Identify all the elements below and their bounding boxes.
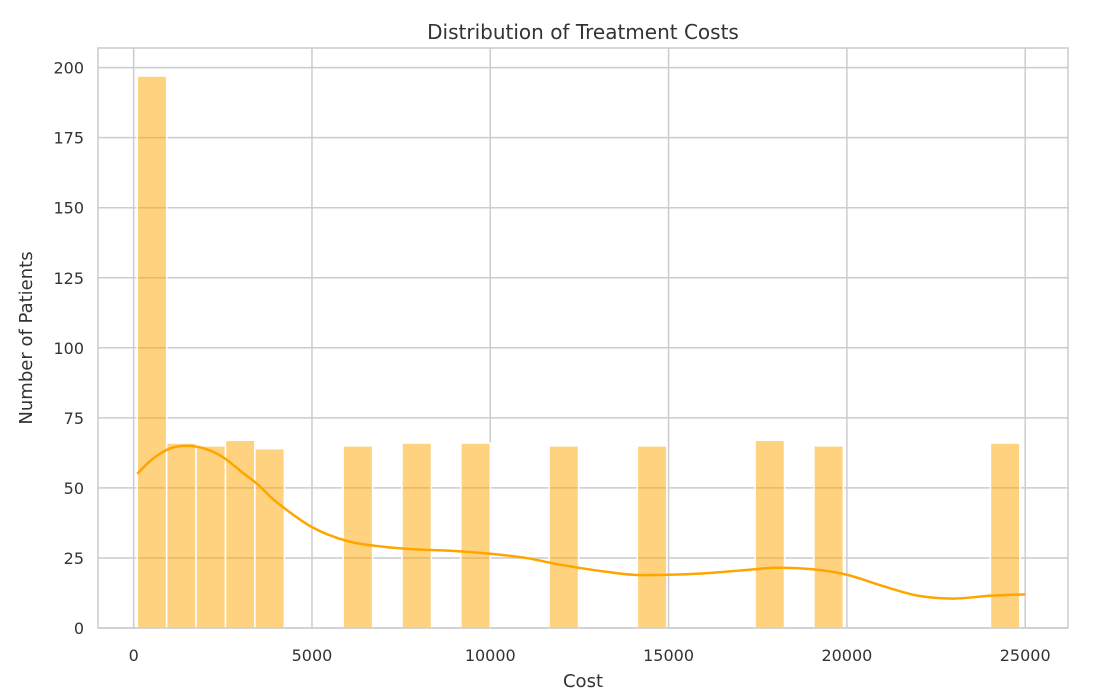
y-axis-label: Number of Patients (16, 251, 37, 424)
y-tick-label: 0 (74, 619, 84, 638)
y-tick-label: 75 (64, 409, 84, 428)
histogram-bar (989, 442, 1021, 629)
x-tick-label: 20000 (821, 646, 872, 665)
histogram-bar (636, 445, 668, 629)
y-tick-label: 175 (53, 129, 84, 148)
grid-layer (98, 48, 1068, 629)
x-tick-label: 25000 (1000, 646, 1051, 665)
histogram-bar (460, 442, 492, 629)
histogram-bar (548, 445, 580, 629)
histogram-bar (224, 439, 256, 629)
x-tick-label: 15000 (643, 646, 694, 665)
y-tick-label: 25 (64, 549, 84, 568)
kde-curve (136, 444, 1026, 600)
y-tick-labels: 0 25 50 75 100 125 150 175 200 (53, 59, 84, 638)
x-tick-label: 0 (129, 646, 139, 665)
histogram-bar (754, 439, 786, 629)
kde-layer (136, 444, 1026, 600)
histogram-bar (401, 442, 433, 629)
x-axis-label: Cost (563, 671, 603, 692)
x-tick-label: 10000 (465, 646, 516, 665)
y-tick-label: 125 (53, 269, 84, 288)
bars-layer (136, 75, 1021, 629)
histogram-bar (813, 445, 845, 629)
plot-frame (97, 47, 1069, 629)
histogram-bar (165, 442, 197, 629)
y-tick-label: 150 (53, 199, 84, 218)
x-tick-labels: 0 5000 10000 15000 20000 25000 (129, 646, 1051, 665)
y-tick-label: 200 (53, 59, 84, 78)
y-tick-label: 50 (64, 479, 84, 498)
histogram-bar (342, 445, 374, 629)
chart-title: Distribution of Treatment Costs (427, 20, 739, 44)
y-tick-label: 100 (53, 339, 84, 358)
x-tick-label: 5000 (292, 646, 333, 665)
histogram-bar (254, 447, 286, 629)
histogram-bar (195, 445, 227, 629)
histogram-bar (136, 75, 168, 629)
